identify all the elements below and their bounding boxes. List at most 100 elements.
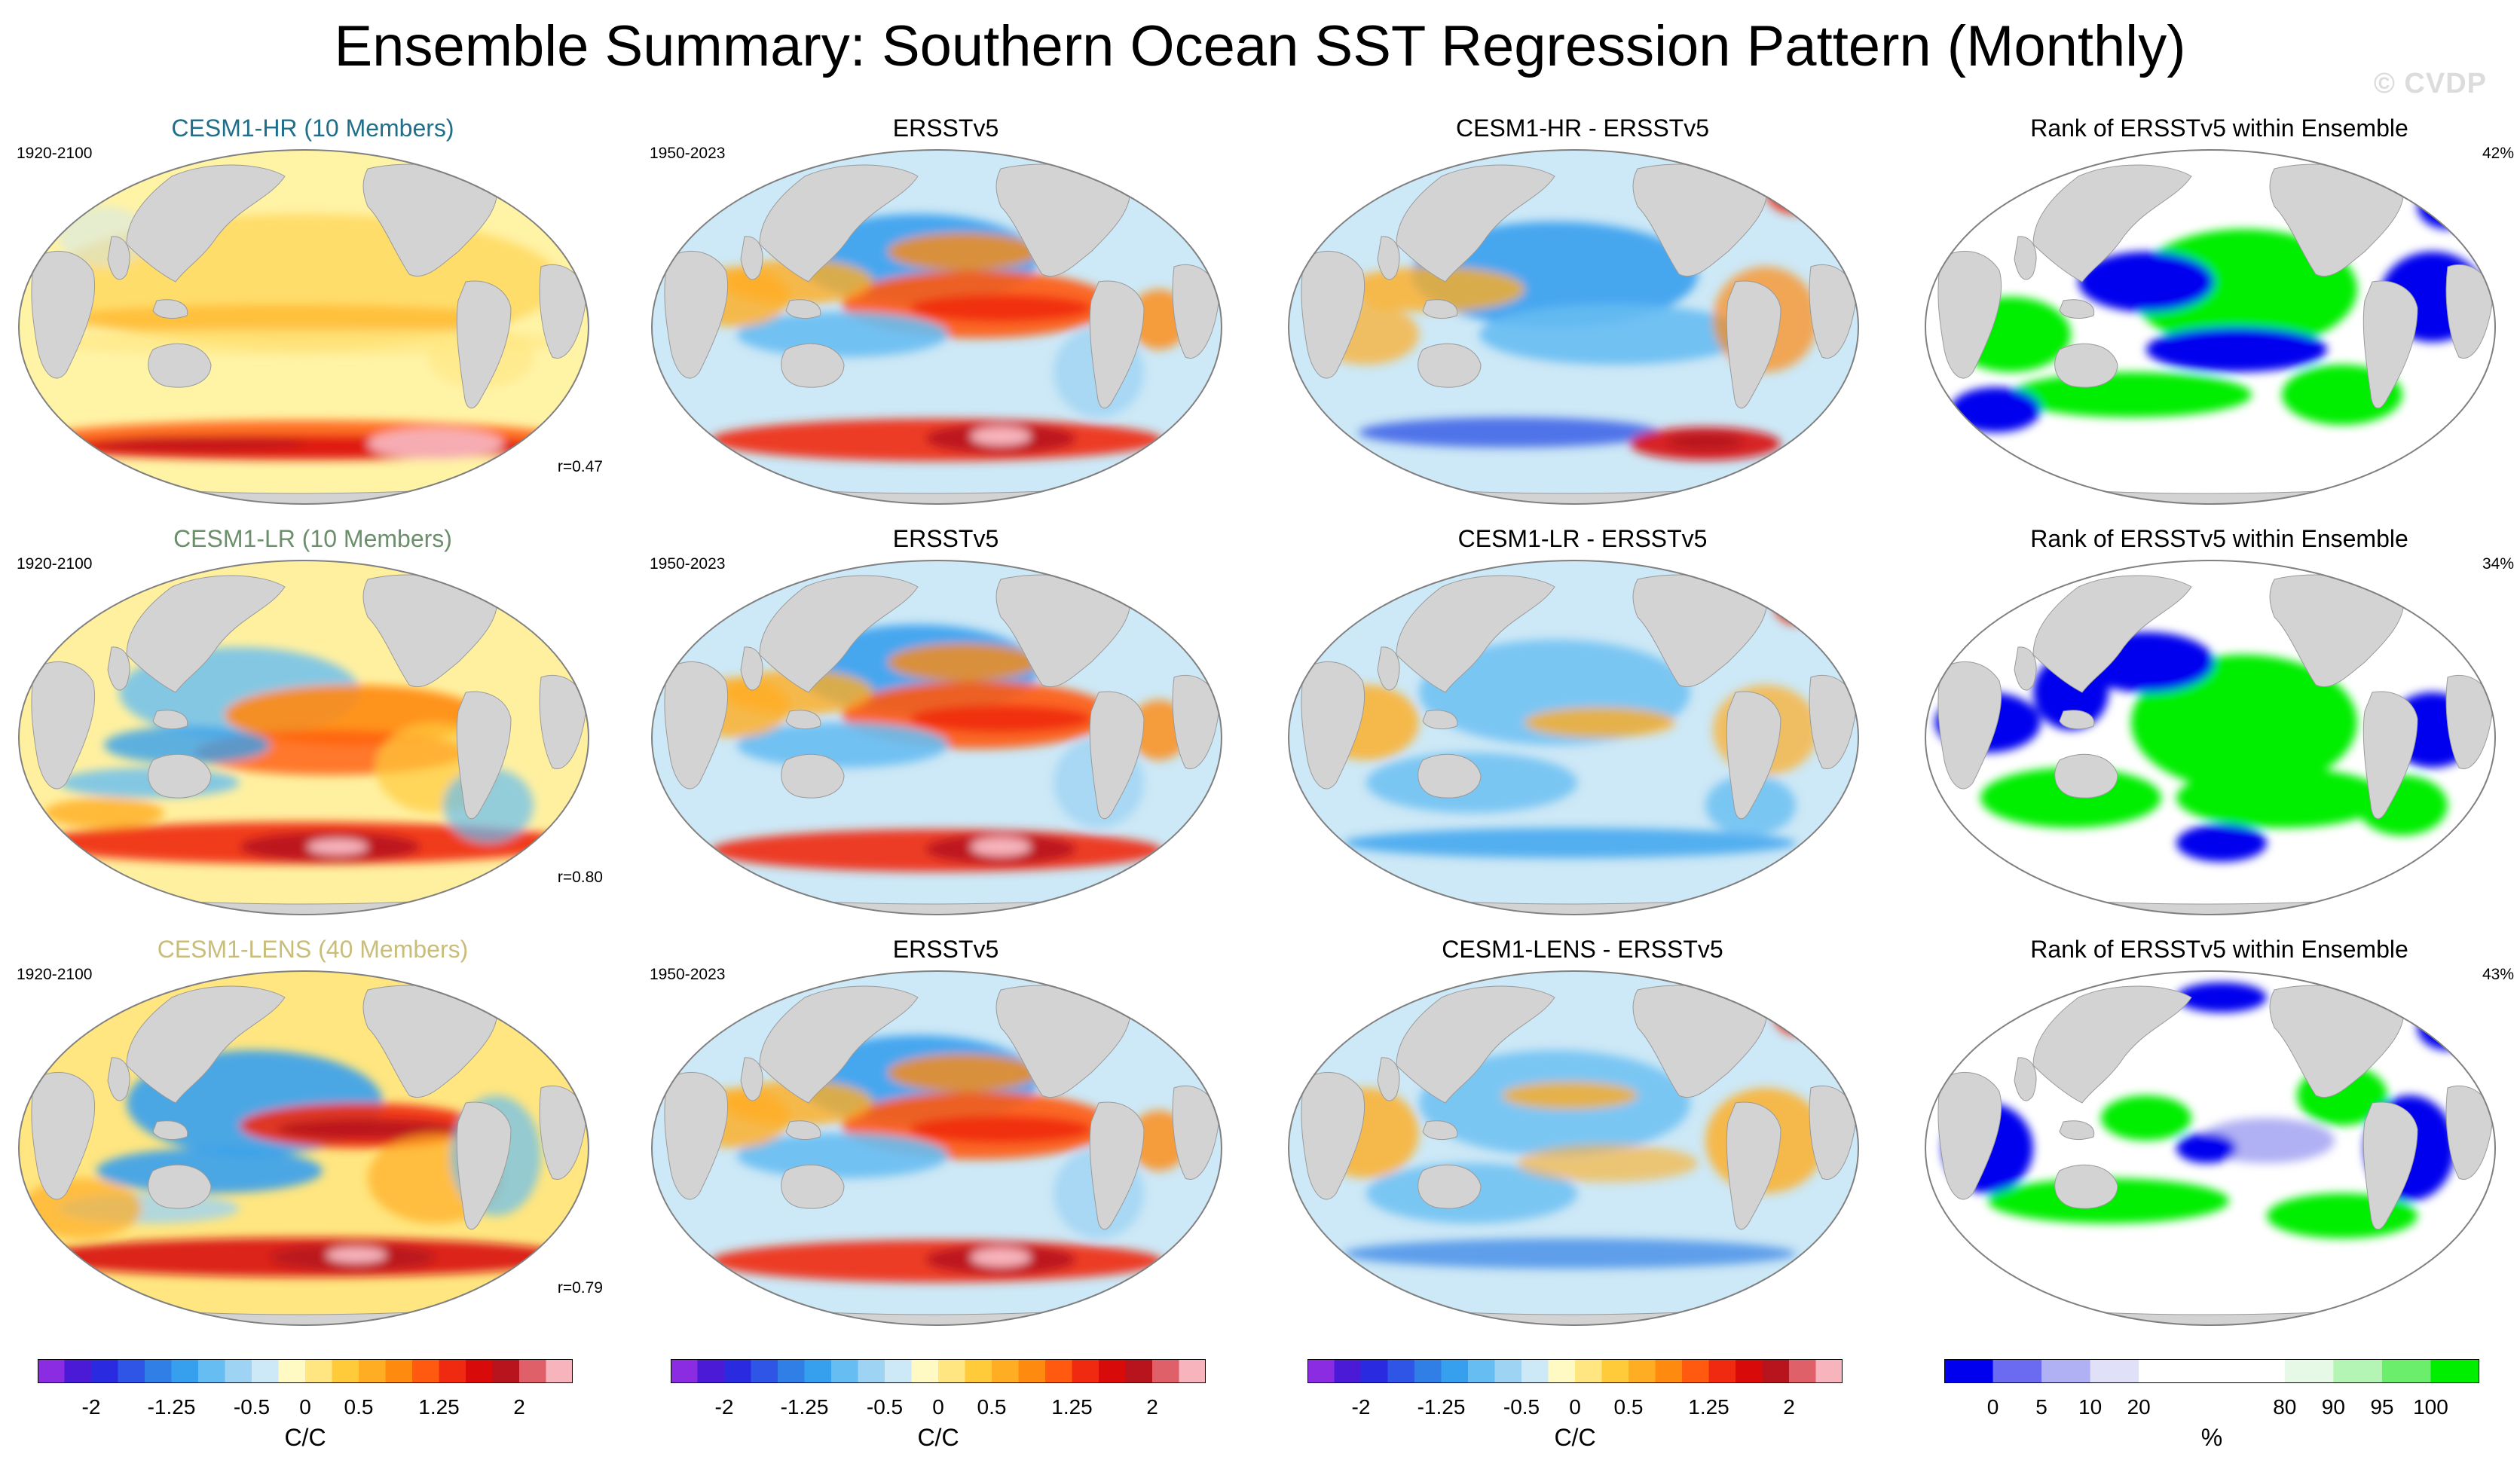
colorbar-swatch-0	[671, 1359, 698, 1383]
panel-title: Rank of ERSSTv5 within Ensemble	[2030, 936, 2408, 963]
panel-title: CESM1-HR (10 Members)	[171, 115, 454, 142]
colorbar-tick-label: -2	[1351, 1395, 1371, 1419]
colorbar-swatch-14	[1045, 1359, 1072, 1383]
land-europe	[2462, 188, 2495, 223]
colorbar-swatch-5	[2187, 1359, 2237, 1383]
colorbar-units: C/C	[917, 1424, 959, 1451]
land-europe	[1825, 598, 1858, 634]
colorbar-units: C/C	[284, 1424, 326, 1451]
land-maritime	[152, 1120, 188, 1140]
colorbar-swatch-1	[1334, 1359, 1362, 1383]
land-australia	[781, 753, 845, 799]
land-india	[1377, 1057, 1400, 1101]
land-greenland	[1128, 157, 1166, 180]
colorbar-tick-label: -1.25	[1417, 1395, 1466, 1419]
colorbar-tick-label: -2	[714, 1395, 734, 1419]
map-panel-model-row2: CESM1-LR (10 Members) 1920-2100 r=0.80	[0, 524, 625, 934]
land-australia	[1418, 343, 1482, 388]
land-europe	[555, 188, 589, 223]
panel-title: CESM1-HR - ERSSTv5	[1455, 115, 1710, 142]
colorbar-outline	[1307, 1359, 1843, 1383]
panel-period: 1920-2100	[17, 966, 93, 983]
colorbar-tick-label: 0.5	[1613, 1395, 1644, 1419]
land-maritime	[785, 299, 821, 319]
land-africa-east	[539, 674, 587, 770]
colorbar-outline	[671, 1359, 1206, 1383]
colorbar-swatch-11	[1601, 1359, 1629, 1383]
land-australia	[2054, 753, 2118, 799]
map-panel-obs-row3: ERSSTv5 1950-2023	[633, 934, 1258, 1345]
colorbar-swatch-7	[225, 1359, 252, 1383]
robinson-map	[1925, 560, 2496, 915]
field-anomaly-2	[910, 705, 1091, 732]
land-australia	[1418, 753, 1482, 799]
land-australia	[781, 343, 845, 388]
field-anomaly-3	[888, 1054, 1038, 1092]
field-anomaly-3	[888, 233, 1038, 270]
land-asia	[126, 164, 286, 283]
map-panel-rank-row2: Rank of ERSSTv5 within Ensemble 34%	[1907, 524, 2520, 934]
colorbar-swatch-1	[1992, 1359, 2042, 1383]
robinson-map	[1925, 149, 2496, 505]
land-africa-east	[1172, 1085, 1220, 1181]
colorbar-swatch-16	[1099, 1359, 1126, 1383]
land-europe	[1825, 1009, 1858, 1044]
colorbar-swatch-17	[1125, 1359, 1153, 1383]
colorbar-swatch-6	[831, 1359, 858, 1383]
colorbar-swatch-4	[145, 1359, 172, 1383]
colorbar-tick-label: 90	[2321, 1395, 2345, 1419]
map-frame	[18, 149, 589, 505]
land-south-america	[1726, 691, 1781, 819]
map-frame	[1925, 560, 2496, 915]
colorbar-tick-label: 0	[1986, 1395, 1999, 1419]
land-maritime	[785, 710, 821, 729]
land-africa	[664, 250, 729, 379]
colorbar-swatches	[671, 1359, 1206, 1383]
land-europe	[1188, 188, 1222, 223]
land-south-america	[1089, 691, 1145, 819]
field-anomaly-8	[2418, 184, 2478, 229]
colorbar-tick-label: 0	[299, 1395, 311, 1419]
colorbar-swatch-19	[1815, 1359, 1843, 1383]
field-anomaly-1	[2078, 252, 2214, 312]
land-india	[740, 646, 763, 691]
field-anomaly-8	[971, 427, 1031, 445]
land-india	[107, 646, 130, 691]
field-anomaly-1	[1502, 1082, 1638, 1109]
colorbar-tick-label: 80	[2273, 1395, 2297, 1419]
rank-percent: 42%	[2482, 145, 2514, 162]
colorbar-swatch-6	[1468, 1359, 1495, 1383]
field-anomaly-1	[2176, 1133, 2237, 1163]
field-anomaly-6	[96, 436, 307, 451]
land-south-america	[1726, 1101, 1781, 1229]
field-anomaly-1	[1525, 707, 1675, 738]
map-frame	[1288, 149, 1859, 505]
land-maritime	[785, 1120, 821, 1140]
map-panel-model-row3: CESM1-LENS (40 Members) 1920-2100 r=0.79	[0, 934, 625, 1345]
land-africa	[1937, 1071, 2002, 1200]
figure-title: Ensemble Summary: Southern Ocean SST Reg…	[334, 14, 2186, 78]
land-europe	[1825, 188, 1858, 223]
map-panel-rank-row1: Rank of ERSSTv5 within Ensemble 42%	[1907, 113, 2520, 524]
colorbar-swatch-12	[1629, 1359, 1656, 1383]
colorbar-tick-label: -1.25	[147, 1395, 196, 1419]
land-africa	[1301, 1071, 1366, 1200]
land-greenland	[1765, 568, 1803, 591]
sst-colorbar-col3: -2 -1.25 -0.5 0 0.5 1.25 2 C/C	[1307, 1359, 1843, 1457]
colorbar-tick-label: 20	[2127, 1395, 2151, 1419]
colorbar-swatch-0	[38, 1359, 65, 1383]
land-india	[740, 1057, 763, 1101]
land-australia	[148, 753, 212, 799]
field-anomaly-8	[971, 1248, 1031, 1266]
panel-period: 1920-2100	[17, 145, 93, 162]
pattern-correlation: r=0.79	[557, 1279, 603, 1297]
colorbar-swatch-17	[492, 1359, 520, 1383]
colorbar-swatch-0	[1307, 1359, 1335, 1383]
colorbar-swatch-9	[2381, 1359, 2431, 1383]
map-frame	[651, 149, 1222, 505]
colorbar-swatch-2	[2041, 1359, 2091, 1383]
land-maritime	[152, 710, 188, 729]
field-anomaly-1	[1479, 304, 1751, 365]
land-south-america	[2362, 1101, 2418, 1229]
field-anomaly-3	[1344, 1239, 1796, 1269]
